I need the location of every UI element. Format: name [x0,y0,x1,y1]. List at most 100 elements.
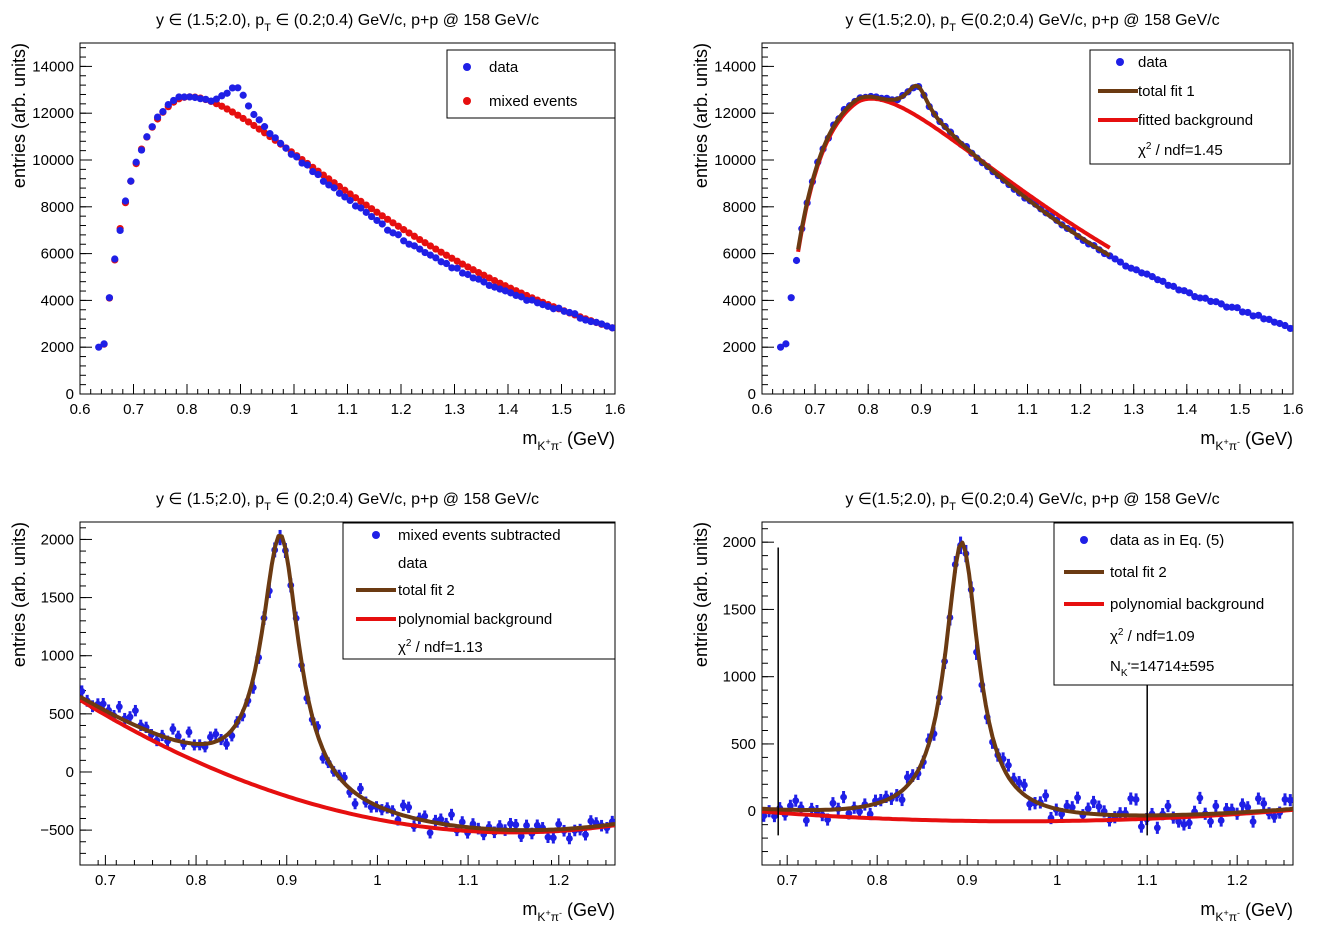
data-point [394,231,402,239]
data-point [566,835,573,842]
y-tick-label: 12000 [714,105,756,122]
data-point [255,116,263,124]
plot-frame [761,521,1294,866]
y-tick-label: 2000 [41,339,74,356]
legend-marker [1080,536,1088,544]
data-point [111,255,119,263]
x-tick-label: 0.8 [858,401,879,418]
mixed-events-point [351,194,360,202]
x-axis-label: mK+π- (GeV) [522,428,615,453]
data-point [1180,821,1188,828]
data-point [212,95,221,103]
legend-label: data as in Eq. (5) [1110,532,1224,549]
data-point [186,93,194,101]
data-point [223,89,231,97]
data-point [127,177,135,185]
legend-label: total fit 1 [1138,83,1195,100]
data-point [277,139,285,147]
y-tick-label: 2000 [41,531,74,548]
y-axis-label: entries (arb. units) [691,522,711,667]
legend-label: mixed events [489,93,577,110]
y-tick-label: 0 [748,803,756,820]
y-tick-label: 2000 [723,339,756,356]
x-tick-label: 1.3 [444,401,465,418]
data-point [362,208,370,216]
data-point [1058,810,1066,818]
legend-label: fitted background [1138,112,1253,129]
y-tick-label: 0 [748,386,756,403]
total-fit-2-line [762,540,1293,818]
data-point [1260,315,1268,323]
mixed-events-point [496,279,504,287]
legend: data total fit 1 fitted background χ2 / ndf… [1089,49,1291,165]
data-point [762,812,768,820]
data-point [207,733,214,741]
data-point [1196,294,1204,302]
data-point [587,817,595,825]
mixed-events-point [260,129,269,137]
y-tick-label: 10000 [32,152,74,169]
x-tick-label: 1.1 [1017,401,1038,418]
mixed-events-point [464,263,472,271]
data-point [180,93,188,101]
mixed-events-point [474,268,483,277]
data-point [1238,308,1247,316]
data-point [507,820,514,828]
data-point [866,810,874,818]
mixed-events-point [458,260,467,268]
y-axis-label: entries (arb. units) [691,43,711,188]
data-point [314,170,322,179]
mixed-events-point [346,190,354,198]
data-point [234,84,242,92]
data-point [442,259,451,268]
data-point [351,800,359,808]
x-axis-label: mK+π- (GeV) [1200,899,1293,924]
data-point [782,340,790,348]
data-point [1127,795,1135,802]
data-point [105,294,114,302]
data-point [1228,303,1236,311]
total-fit-1-line [796,83,1111,258]
data-point [1196,794,1204,802]
data-point [126,713,134,721]
mixed-events-point [357,197,365,206]
data-point [1153,824,1161,832]
x-tick-label: 0.8 [186,872,207,889]
chart-panel-1: y ∈ (1.5;2.0), pT ∈ (0.2;0.4) GeV/c, p+p… [9,12,625,453]
data-point [1249,818,1257,826]
data-point [1185,819,1193,827]
data-point [1281,321,1289,330]
data-point [116,226,124,235]
data-point [1217,817,1225,824]
data-point [421,248,429,257]
data-point [309,167,317,176]
data-point [856,808,863,816]
legend-label: data [489,59,519,76]
x-tick-label: 0.8 [867,872,888,889]
data-point [287,150,295,158]
y-tick-label: 1500 [41,590,74,607]
chart-panel-3: y ∈ (1.5;2.0), pT ∈ (0.2;0.4) GeV/c, p+p… [9,491,616,924]
y-axis-label: entries (arb. units) [9,43,29,188]
x-axis-label: mK+π- (GeV) [1200,428,1293,453]
data-point [426,251,435,259]
data-point [169,725,177,733]
plot-area [95,84,615,351]
data-point [95,343,103,351]
y-tick-label: 0 [66,386,74,403]
data-point [239,91,247,99]
data-point [528,296,536,304]
legend: mixed events subtracted data total fit 2 po… [342,522,616,660]
data-point [164,100,172,109]
data-point [1244,803,1252,811]
y-tick-label: 500 [731,736,756,753]
data-point [244,102,253,110]
mixed-events-point [416,235,424,244]
data-point [153,113,162,121]
data-point [453,264,461,272]
mixed-events-point [426,242,435,250]
data-point [523,296,531,304]
x-axis-label: mK+π- (GeV) [522,899,615,924]
legend-label: polynomial background [398,611,552,628]
